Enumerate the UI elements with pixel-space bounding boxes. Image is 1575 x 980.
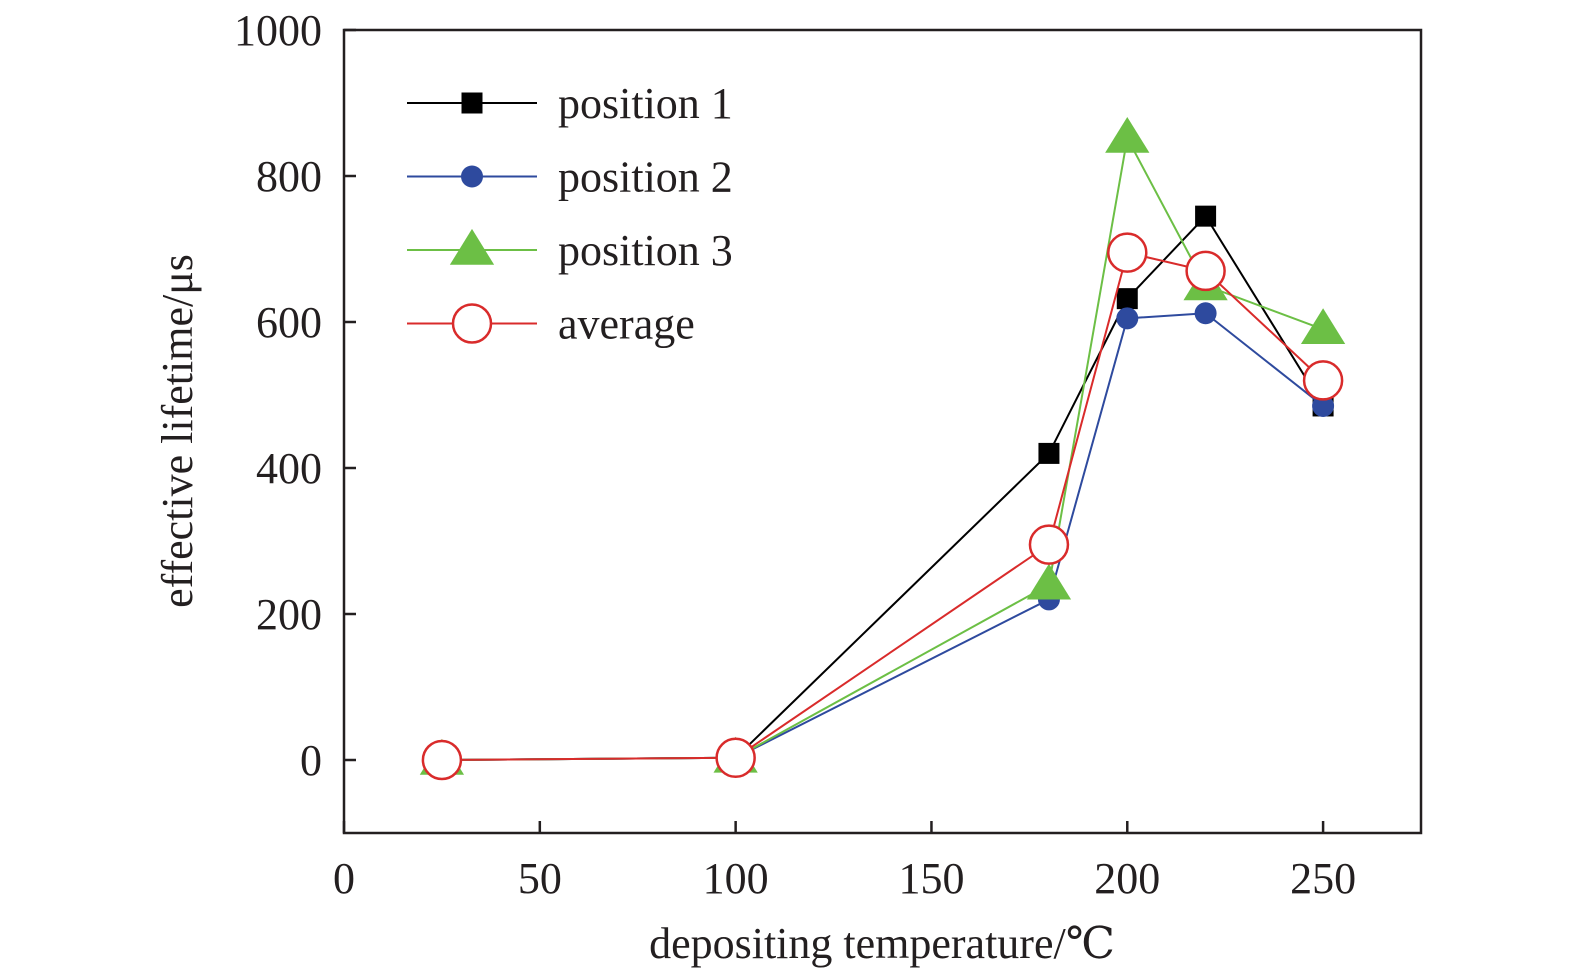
- data-point: [1028, 524, 1070, 565]
- legend: position 1 position 2 position 3 average: [407, 79, 733, 349]
- legend-label: average: [558, 300, 695, 349]
- data-point: [1302, 360, 1344, 401]
- series-2: [430, 302, 1335, 771]
- legend-item-2: position 2: [407, 153, 733, 202]
- y-axis-title: effective lifetime/μs: [153, 254, 202, 608]
- data-point: [1185, 250, 1226, 292]
- legend-item-4: average: [407, 300, 695, 349]
- data-point: [461, 165, 483, 188]
- y-axis: 0 200 400 600 800 1000: [234, 6, 356, 785]
- data-point: [1038, 442, 1060, 464]
- x-tick-label: 250: [1290, 854, 1356, 903]
- data-point: [421, 739, 463, 781]
- data-point: [1105, 116, 1150, 153]
- series-line: [441, 312, 1324, 761]
- x-axis-title: depositing temperature/℃: [649, 919, 1115, 968]
- data-point: [1195, 205, 1217, 227]
- data-point: [715, 737, 756, 779]
- data-point: [1116, 307, 1139, 330]
- y-tick-label: 400: [256, 444, 322, 493]
- data-point: [1300, 308, 1346, 345]
- y-tick-label: 0: [300, 736, 322, 785]
- data-point: [451, 303, 493, 344]
- legend-item-3: position 3: [407, 226, 733, 275]
- x-tick-label: 150: [898, 854, 964, 903]
- data-point: [1194, 302, 1217, 325]
- x-tick-label: 100: [703, 854, 769, 903]
- data-point: [1026, 563, 1072, 600]
- data-point: [1312, 394, 1335, 417]
- data-point: [449, 228, 495, 265]
- y-tick-label: 800: [256, 152, 322, 201]
- x-tick-label: 200: [1094, 854, 1160, 903]
- x-tick-label: 0: [333, 854, 355, 903]
- y-tick-label: 600: [256, 298, 322, 347]
- legend-label: position 2: [558, 153, 733, 202]
- data-point: [1107, 232, 1148, 273]
- legend-label: position 3: [558, 226, 733, 275]
- legend-item-1: position 1: [407, 79, 733, 128]
- x-axis: 0 50 100 150 200 250: [333, 821, 1356, 903]
- plot-frame: [342, 28, 1423, 835]
- series-layer: [419, 116, 1346, 781]
- y-tick-label: 200: [256, 590, 322, 639]
- series-line: [441, 251, 1324, 761]
- data-point: [1116, 288, 1138, 310]
- legend-label: position 1: [558, 79, 733, 128]
- series-4: [421, 232, 1344, 781]
- x-tick-label: 50: [518, 854, 562, 903]
- data-point: [461, 92, 483, 114]
- y-tick-label: 1000: [234, 6, 322, 55]
